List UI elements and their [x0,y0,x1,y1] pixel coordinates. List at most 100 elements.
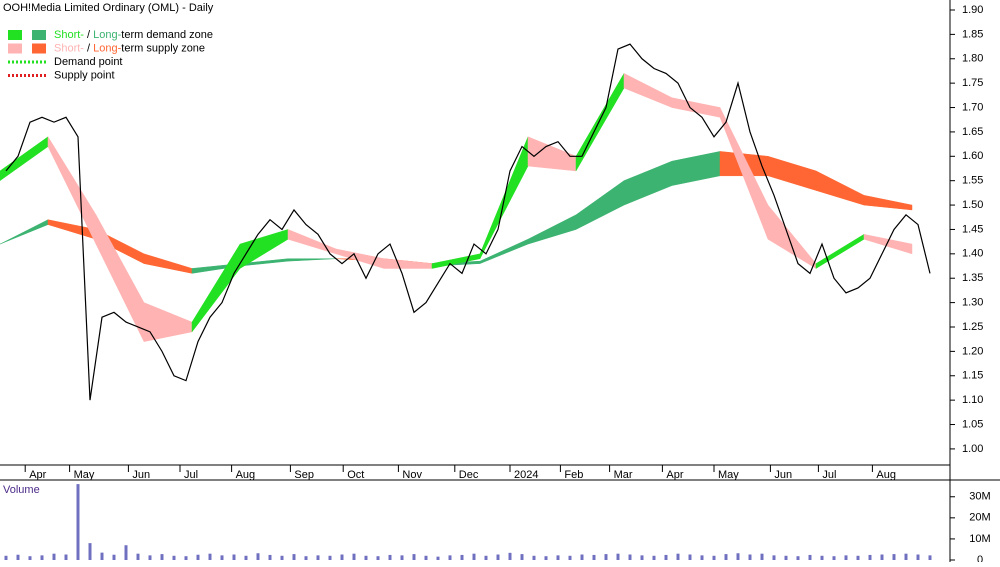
volume-bar [796,556,800,560]
volume-bar [328,555,332,560]
volume-bar [640,555,644,560]
y-tick-label: 1.05 [962,418,983,430]
volume-bar [28,556,32,560]
volume-bar [136,553,140,560]
x-tick-label: Nov [402,469,422,481]
y-tick-label: 1.45 [962,223,983,235]
volume-bar [724,554,728,560]
volume-bar [232,554,236,560]
y-tick-label: 1.40 [962,248,983,260]
x-tick-label: Apr [666,469,683,481]
volume-bar [172,555,176,560]
volume-bar [112,554,116,560]
volume-bar [364,555,368,560]
volume-bar [100,552,104,560]
volume-bar [400,555,404,560]
volume-bar [544,556,548,560]
legend-label: Demand point [54,56,123,68]
volume-tick-label: 20M [969,512,990,524]
volume-bar [244,555,248,560]
volume-bar [40,555,44,560]
legend-text: Short- [54,42,84,54]
volume-bar [460,554,464,560]
volume-bar [64,554,68,560]
y-tick-label: 1.80 [962,53,983,65]
volume-tick-label: 10M [969,533,990,545]
volume-bar [532,555,536,560]
volume-bar [748,554,752,560]
legend-text: / [84,42,93,54]
y-tick-label: 1.30 [962,297,983,309]
y-tick-label: 1.20 [962,345,983,357]
legend-text: term demand zone [121,29,213,41]
volume-bar [496,554,500,560]
x-tick-label: Apr [29,469,46,481]
legend-swatch [32,30,46,40]
volume-bar [520,554,524,560]
legend-text: Long- [93,29,121,41]
x-tick-label: Sep [294,469,314,481]
volume-bar [436,556,440,560]
volume-bar [196,554,200,560]
volume-bar [760,553,764,560]
y-tick-label: 1.50 [962,199,983,211]
volume-bar [556,555,560,560]
volume-bar [580,554,584,560]
y-tick-label: 1.60 [962,150,983,162]
volume-bar [292,554,296,560]
volume-bar [208,553,212,560]
legend-text: / [84,29,93,41]
volume-bar [892,554,896,560]
legend-label: Short- / Long-term demand zone [54,29,213,41]
legend-swatch [8,43,22,54]
y-tick-label: 1.55 [962,175,983,187]
volume-bar [652,555,656,560]
volume-bar [160,554,164,560]
legend-text: Supply point [54,69,115,81]
volume-bar [148,555,152,560]
volume-bar [352,553,356,560]
y-tick-label: 1.15 [962,370,983,382]
y-tick-label: 1.10 [962,394,983,406]
volume-bar [88,543,92,560]
volume-bar [916,554,920,560]
x-tick-label: 2024 [514,469,538,481]
legend-text: Demand point [54,56,123,68]
y-tick-label: 1.70 [962,101,983,113]
volume-bar [448,555,452,560]
volume-bar [880,554,884,560]
volume-bar [928,555,932,560]
legend-text: term supply zone [121,42,205,54]
volume-bar [772,555,776,560]
long-zone [863,195,913,211]
volume-bar [508,552,512,560]
volume-bar [76,484,80,560]
legend-text: Short- [54,29,84,41]
volume-bar [820,555,824,560]
legend-label: Supply point [54,69,115,81]
legend-text: Long- [93,42,121,54]
volume-bar [472,553,476,560]
volume-bar [844,555,848,560]
volume-label: Volume [3,484,40,496]
volume-bar [664,554,668,560]
volume-tick-label: 0 [977,554,983,562]
y-tick-label: 1.35 [962,272,983,284]
volume-bar [592,554,596,560]
volume-bar [268,554,272,560]
volume-bar [688,554,692,560]
volume-bar [484,555,488,560]
volume-bar [676,553,680,560]
volume-bar [808,554,812,560]
short-zone [863,234,913,255]
volume-bar [832,556,836,560]
volume-bar [412,554,416,560]
long-zone [287,258,337,262]
volume-bar [280,555,284,560]
x-tick-label: Jun [774,469,792,481]
x-tick-label: Aug [236,469,256,481]
volume-bar [184,556,188,560]
y-tick-label: 1.75 [962,77,983,89]
